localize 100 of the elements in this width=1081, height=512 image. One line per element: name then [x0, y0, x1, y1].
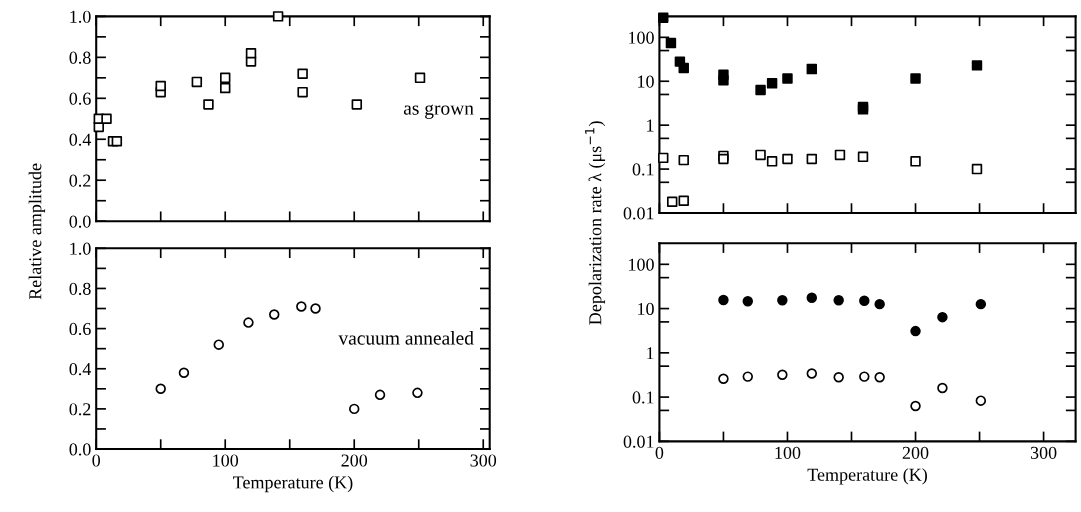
x-axis-title: Temperature (K) — [807, 468, 927, 485]
point — [272, 11, 284, 22]
point — [937, 311, 948, 323]
point — [269, 309, 280, 320]
y-tick-label: 1 — [647, 347, 654, 360]
point — [658, 12, 669, 23]
point — [910, 156, 921, 167]
y-axis-title: Depolarization rate λ (μs$^{−1}$) — [585, 121, 606, 325]
point — [777, 295, 788, 306]
point — [806, 368, 818, 379]
point — [203, 99, 214, 110]
point — [101, 113, 112, 125]
y-tick-label: 0.6 — [69, 92, 91, 105]
point — [718, 75, 729, 86]
point — [857, 151, 869, 163]
point — [219, 72, 231, 84]
point — [975, 395, 987, 406]
point — [374, 389, 386, 401]
point — [678, 195, 689, 206]
y-tick-label: 0.01 — [623, 435, 654, 448]
x-axis-title: Temperature (K) — [233, 475, 353, 493]
point — [718, 373, 729, 384]
x-tick-label: 0 — [92, 454, 101, 467]
point — [874, 372, 885, 383]
y-tick-label: 0.01 — [623, 207, 654, 220]
point — [742, 296, 753, 307]
point — [678, 62, 689, 74]
point — [859, 371, 870, 382]
y-tick-label: 0.1 — [632, 391, 654, 404]
point — [219, 82, 231, 94]
point — [874, 298, 885, 310]
y-tick-label: 10 — [638, 75, 654, 88]
point — [718, 294, 729, 306]
point — [351, 99, 363, 110]
y-tick-label: 0.4 — [69, 133, 92, 146]
x-tick-label: 300 — [1030, 446, 1057, 459]
x-tick-label: 300 — [470, 454, 497, 467]
point — [297, 68, 308, 79]
point — [178, 367, 190, 378]
point — [310, 303, 321, 314]
point — [910, 325, 921, 337]
point — [296, 301, 307, 312]
point — [806, 153, 818, 165]
point — [782, 73, 793, 84]
point — [412, 387, 423, 399]
y-tick-label: 1 — [647, 119, 654, 132]
point — [111, 136, 123, 147]
y-tick-label: 0.8 — [69, 51, 91, 64]
x-tick-label: 100 — [775, 446, 801, 459]
point — [971, 163, 983, 175]
y-axis-title: Relative amplitude — [28, 163, 46, 300]
y-tick-label: 0.2 — [69, 174, 91, 187]
point — [155, 383, 166, 395]
point — [766, 78, 778, 89]
point — [834, 149, 846, 161]
point — [910, 400, 921, 412]
point — [678, 154, 689, 166]
point — [665, 37, 677, 49]
point — [191, 76, 203, 88]
point — [782, 153, 793, 165]
point — [777, 369, 788, 380]
y-tick-label: 0.0 — [69, 215, 91, 228]
x-tick-label: 0 — [655, 446, 664, 459]
point — [155, 80, 166, 92]
annotation: as grown — [403, 104, 474, 119]
y-tick-label: 100 — [629, 31, 654, 44]
point — [755, 84, 766, 96]
point — [243, 317, 254, 328]
point — [658, 152, 669, 164]
annotation: vacuum annealed — [338, 331, 474, 345]
point — [213, 339, 224, 350]
point — [806, 63, 818, 75]
point — [766, 156, 778, 167]
point — [245, 48, 257, 59]
point — [742, 371, 753, 382]
point — [833, 295, 844, 306]
x-tick-label: 200 — [341, 454, 368, 467]
x-tick-label: 100 — [213, 454, 239, 467]
y-tick-label: 10 — [638, 302, 654, 316]
y-tick-label: 0.4 — [69, 363, 92, 376]
point — [971, 60, 983, 71]
point — [349, 403, 360, 415]
point — [975, 298, 987, 310]
y-tick-label: 1.0 — [70, 10, 91, 23]
y-tick-label: 0.1 — [632, 163, 654, 176]
y-tick-label: 0.2 — [69, 403, 91, 416]
y-tick-label: 1.0 — [70, 242, 91, 255]
x-tick-label: 200 — [902, 446, 929, 459]
point — [755, 149, 766, 161]
point — [833, 372, 844, 383]
point — [414, 72, 426, 84]
point — [806, 292, 818, 303]
point — [910, 73, 921, 84]
y-tick-label: 0.0 — [69, 443, 91, 456]
y-tick-label: 0.6 — [69, 322, 91, 336]
point — [937, 382, 948, 394]
y-tick-label: 100 — [629, 258, 654, 271]
point — [297, 86, 308, 98]
point — [666, 196, 678, 208]
point — [859, 295, 870, 307]
